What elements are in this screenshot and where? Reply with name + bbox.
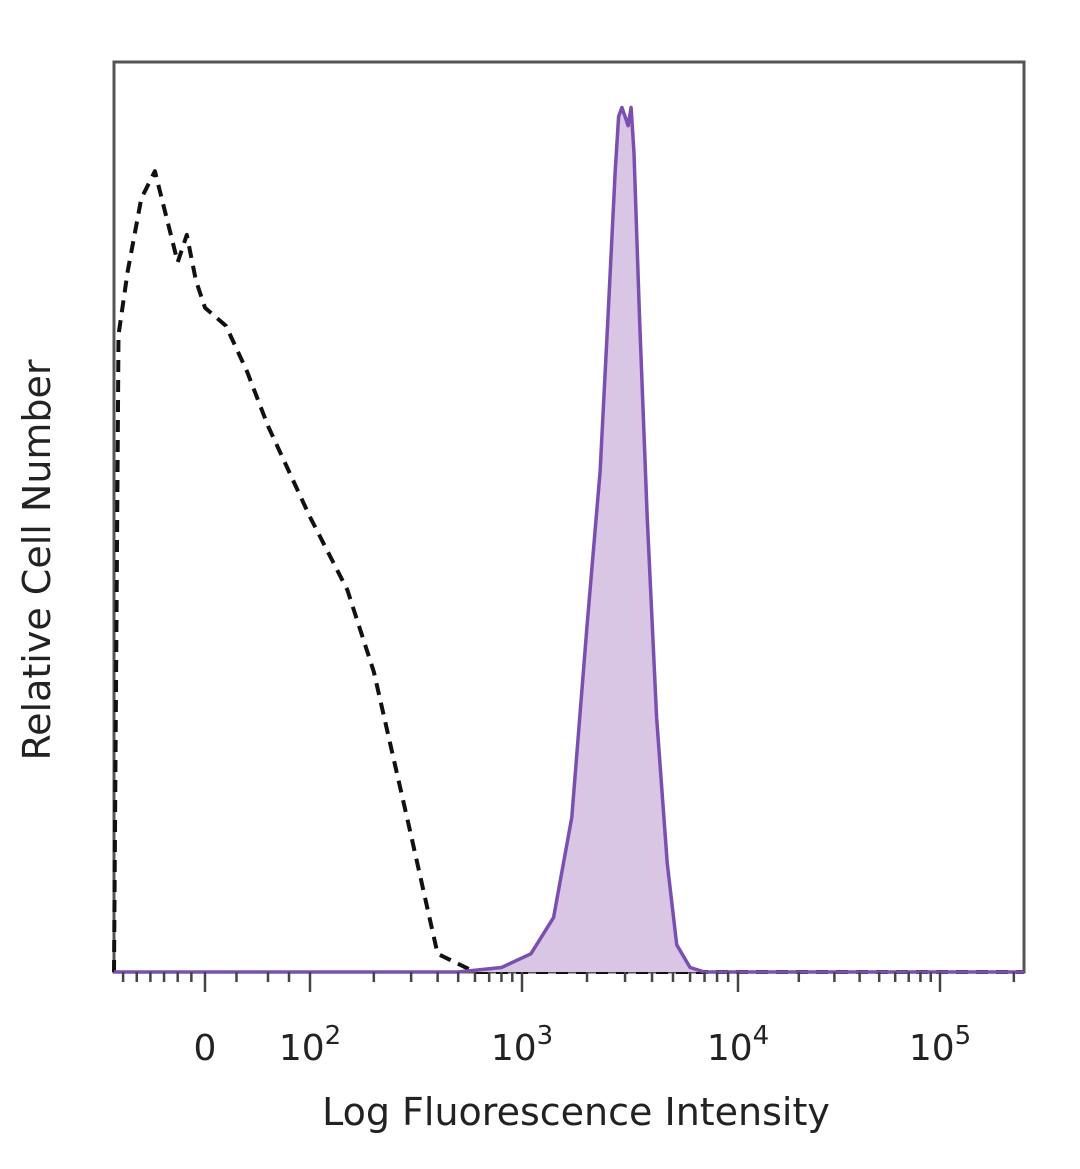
x-tick-base: 10 <box>279 1028 325 1069</box>
x-tick-base: 10 <box>707 1028 753 1069</box>
series-layer <box>112 105 1024 974</box>
x-axis-label: Log Fluorescence Intensity <box>322 1090 830 1134</box>
series-1-line <box>114 105 1024 974</box>
x-tick-exponent: 3 <box>537 1021 554 1051</box>
x-tick-label: 0 <box>194 1028 217 1069</box>
x-tick-base: 10 <box>909 1028 955 1069</box>
x-tick-exponent: 2 <box>325 1021 342 1051</box>
x-tick-exponent: 5 <box>955 1021 972 1051</box>
y-axis-label: Relative Cell Number <box>15 359 59 760</box>
x-tick-label: 105 <box>909 1021 971 1069</box>
x-tick-label: 102 <box>279 1021 341 1069</box>
x-tick-label: 104 <box>707 1021 769 1069</box>
x-tick-base: 10 <box>491 1028 537 1069</box>
x-axis-ticks: 0 102 103 104 105 <box>121 972 1016 1069</box>
x-tick-exponent: 4 <box>753 1021 770 1051</box>
x-tick-label: 103 <box>491 1021 553 1069</box>
